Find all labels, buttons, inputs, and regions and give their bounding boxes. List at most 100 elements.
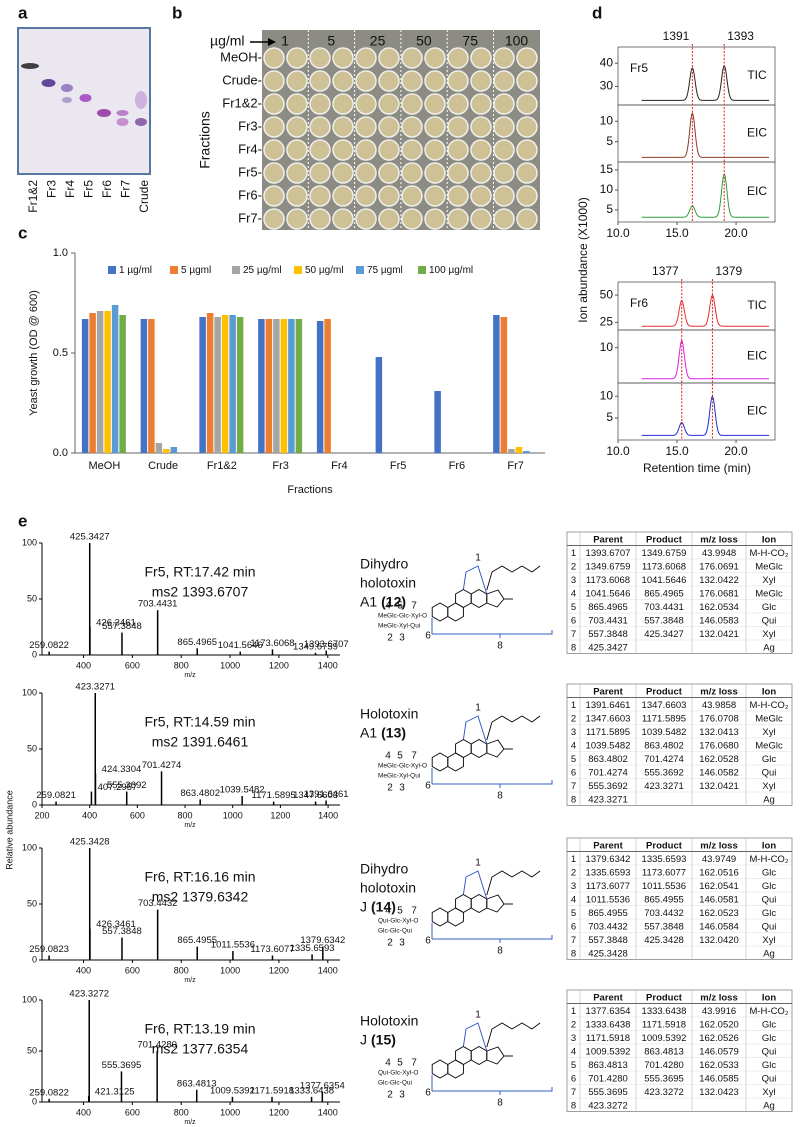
table-cell: 1171.5918 xyxy=(642,1019,686,1030)
trace-frame xyxy=(617,161,776,223)
table-cell: 176.0708 xyxy=(699,713,739,724)
x-tick-label: Crude xyxy=(148,460,178,472)
table-cell: 7 xyxy=(571,935,576,946)
axis-label: Fractions xyxy=(287,484,333,496)
well xyxy=(447,93,469,115)
table-cell: 8 xyxy=(571,948,576,959)
table-cell: 863.4802 xyxy=(588,754,628,765)
peak-label: 863.4802 xyxy=(180,788,220,799)
table-cell: Qui xyxy=(762,767,777,778)
row-label: Fr7- xyxy=(238,210,262,225)
x-tick-label: 600 xyxy=(125,660,140,670)
row-label: Fr1&2- xyxy=(222,95,262,110)
well xyxy=(401,162,423,184)
well xyxy=(355,162,377,184)
ring xyxy=(455,1045,472,1066)
table-cell: 423.3272 xyxy=(644,1087,684,1098)
table-cell: 557.3848 xyxy=(588,629,628,640)
well xyxy=(332,116,354,138)
well xyxy=(447,208,469,230)
peak-label: 259.0823 xyxy=(29,944,69,955)
table-cell: Glc xyxy=(762,1033,777,1044)
ring xyxy=(470,738,488,759)
well xyxy=(309,47,331,69)
compound-number: (14) xyxy=(371,899,396,915)
well xyxy=(447,139,469,161)
table-header: Parent xyxy=(593,840,623,851)
site-number: 5 xyxy=(397,1058,403,1069)
y-tick-label: 5 xyxy=(606,134,613,148)
x-tick-label: 600 xyxy=(130,810,145,820)
table-cell: Xyl xyxy=(762,575,775,586)
x-tick-label: 1000 xyxy=(223,810,243,820)
site-number: 1 xyxy=(475,1010,481,1021)
lactone xyxy=(462,1022,488,1052)
lactone xyxy=(462,565,488,595)
bar xyxy=(214,317,221,453)
site-number: 2 xyxy=(387,938,393,949)
table-cell: 703.4431 xyxy=(588,615,628,626)
site-number: 2 xyxy=(387,633,393,644)
ring xyxy=(431,602,449,622)
table-cell: 865.4955 xyxy=(644,894,684,905)
x-tick-label: MeOH xyxy=(88,460,120,472)
ring xyxy=(470,893,488,914)
well xyxy=(263,139,285,161)
well xyxy=(309,70,331,92)
legend-swatch xyxy=(356,266,364,274)
site-number: 4 xyxy=(385,906,391,917)
y-tick-label: 0 xyxy=(32,799,37,809)
peak-label: 701.4280 xyxy=(137,1040,177,1051)
table-cell: 1391.6461 xyxy=(586,700,631,711)
peak-label: 701.4274 xyxy=(142,760,182,771)
table-cell: 132.0413 xyxy=(699,727,739,738)
bar xyxy=(258,319,265,453)
spectrum-subtitle: ms2 1379.6342 xyxy=(152,889,249,905)
x-tick-label: 200 xyxy=(34,810,49,820)
tlc-spot xyxy=(61,84,73,92)
table-cell: 557.3848 xyxy=(588,935,628,946)
table-cell: 425.3428 xyxy=(644,935,684,946)
table-cell: M-H-CO₂ xyxy=(749,548,788,559)
tlc-spot xyxy=(116,118,129,126)
compound-name: Holotoxin xyxy=(360,706,418,722)
table-cell: 5 xyxy=(571,754,576,765)
y-tick-label: 1.0 xyxy=(53,247,68,259)
bar xyxy=(236,317,244,453)
table-cell: 162.0523 xyxy=(699,908,739,919)
x-tick-label: Fr3 xyxy=(272,460,289,472)
table-cell: 132.0422 xyxy=(699,575,739,586)
table-cell: 1009.5392 xyxy=(642,1033,687,1044)
ring xyxy=(455,893,472,914)
x-tick-label: 800 xyxy=(178,810,193,820)
peak-label: 865.4955 xyxy=(177,935,217,946)
well xyxy=(424,208,446,230)
well xyxy=(332,93,354,115)
well xyxy=(470,70,492,92)
well xyxy=(332,47,354,69)
bar xyxy=(288,319,295,453)
table-cell: Xyl xyxy=(762,629,775,640)
x-tick-label: 1400 xyxy=(318,660,338,670)
table-cell: MeGlc xyxy=(755,588,783,599)
bar xyxy=(155,443,163,453)
table-header: m/z loss xyxy=(700,534,738,545)
table-cell: M-H-CO₂ xyxy=(749,700,788,711)
well xyxy=(470,47,492,69)
x-tick-label: 400 xyxy=(82,810,97,820)
well xyxy=(424,116,446,138)
table-cell: 1009.5392 xyxy=(586,1046,631,1057)
concentration-label: 100 xyxy=(505,33,529,49)
table-cell: 1333.6438 xyxy=(642,1006,687,1017)
x-tick-label: Fr7 xyxy=(507,460,524,472)
site-number: 2 xyxy=(387,1090,393,1101)
y-tick-label: 50 xyxy=(27,898,37,908)
ring xyxy=(486,894,505,913)
trace-name: EIC xyxy=(747,404,767,418)
table-cell: 43.9916 xyxy=(702,1006,736,1017)
peak-label: 1347.6603 xyxy=(293,790,338,801)
trace-name: EIC xyxy=(747,184,767,198)
well xyxy=(355,93,377,115)
well xyxy=(470,139,492,161)
well xyxy=(309,162,331,184)
